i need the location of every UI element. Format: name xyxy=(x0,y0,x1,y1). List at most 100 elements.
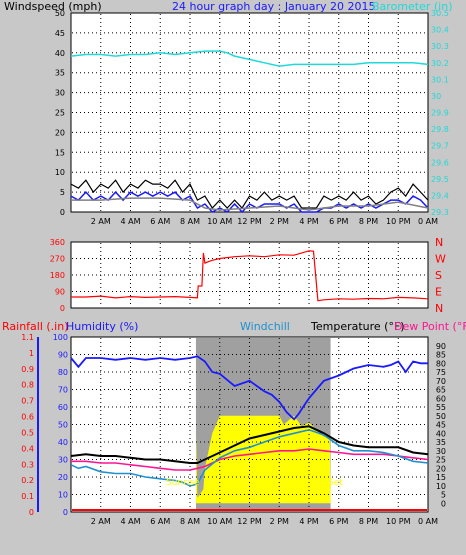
humidity-y-tick-label: 0 xyxy=(63,508,68,517)
humidity-y-tick-label: 100 xyxy=(53,333,68,342)
temperature-x-tick-label: 2 PM xyxy=(270,517,289,526)
temperature-y-tick-label: 80 xyxy=(436,359,446,368)
direction-grid xyxy=(72,243,427,307)
temperature-y-tick-label: 30 xyxy=(436,447,446,456)
sunrise-label: Sunrise xyxy=(166,478,200,488)
temperature-humidity-chart: 0 0.1 0.2 0.3 0.4 0.5 0.6 0.7 0.8 0.9 1 1.1 0 10 20 30… xyxy=(2,320,466,526)
compass-tick-label: S xyxy=(435,269,442,282)
temperature-x-tick-label: 8 PM xyxy=(359,517,378,526)
wind-y-tick-label: 15 xyxy=(55,148,65,157)
barometer-y-tick-label: 30.5 xyxy=(431,9,449,18)
humidity-y-tick-label: 10 xyxy=(58,491,68,500)
direction-y-tick-label: 360 xyxy=(50,238,65,247)
barometer-y-tick-label: 29.8 xyxy=(431,125,449,134)
compass-tick-label: E xyxy=(435,286,442,299)
series-line xyxy=(70,428,429,487)
rainfall-y-tick-label: 0.8 xyxy=(21,381,34,390)
barometer-y-tick-label: 30 xyxy=(431,92,441,101)
wind-y-tick-label: 35 xyxy=(55,69,65,78)
temperature-y-tick-label: 0 xyxy=(441,499,446,508)
compass-tick-label: N xyxy=(435,302,443,315)
temperature-series xyxy=(70,355,429,511)
barometer-y-tick-label: 29.6 xyxy=(431,158,449,167)
series-line xyxy=(70,355,428,421)
wind-series xyxy=(70,50,429,214)
wind-x-tick-label: 4 PM xyxy=(299,217,318,226)
humidity-y-tick-label: 30 xyxy=(58,456,68,465)
temperature-x-ticks: 2 AM 4 AM 6 AM 8 AM 10 AM 12 PM 2 PM 4 PM 6 PM 8 … xyxy=(91,517,438,526)
rainfall-y-tick-label: 0.7 xyxy=(21,397,34,406)
temperature-x-tick-label: 2 AM xyxy=(91,517,111,526)
rainfall-y-tick-label: 0.4 xyxy=(21,444,34,453)
temperature-axis-label: Temperature (°F) xyxy=(310,320,405,333)
series-line xyxy=(71,250,429,302)
wind-y-tick-label: 40 xyxy=(55,49,65,58)
humidity-y-tick-label: 90 xyxy=(58,351,68,360)
series-line xyxy=(70,50,429,67)
series-line xyxy=(71,197,429,211)
wind-x-tick-label: 12 PM xyxy=(237,217,262,226)
direction-y-tick-label: 0 xyxy=(60,304,65,313)
humidity-y-tick-label: 40 xyxy=(58,438,68,447)
barometer-y-tick-label: 30.4 xyxy=(431,26,449,35)
temperature-y-tick-label: 10 xyxy=(436,482,446,491)
wind-x-tick-label: 10 AM xyxy=(207,217,232,226)
temperature-y-tick-label: 60 xyxy=(436,394,446,403)
wind-x-tick-label: 4 AM xyxy=(120,217,140,226)
direction-y-tick-label: 270 xyxy=(50,255,65,264)
temperature-y-tick-label: 40 xyxy=(436,429,446,438)
wind-y-ticks: 0 5 10 15 20 25 30 35 40 45 50 xyxy=(55,9,65,217)
humidity-axis-label: Humidity (%) xyxy=(66,320,138,333)
direction-y-tick-label: 180 xyxy=(50,271,65,280)
barometer-axis-label: Barometer (in) xyxy=(372,0,453,13)
series-line xyxy=(70,190,429,214)
temperature-y-tick-label: 15 xyxy=(436,473,446,482)
dewpoint-axis-label: Dew Point (°F) xyxy=(394,320,466,333)
rainfall-y-tick-label: 0.6 xyxy=(21,413,34,422)
compass-tick-label: N xyxy=(435,236,443,249)
wind-x-tick-label: 6 PM xyxy=(329,217,348,226)
barometer-y-tick-label: 29.5 xyxy=(431,175,449,184)
humidity-y-tick-label: 70 xyxy=(58,386,68,395)
temperature-y-tick-label: 70 xyxy=(436,377,446,386)
wind-y-tick-label: 5 xyxy=(60,188,65,197)
rainfall-y-tick-label: 0 xyxy=(29,508,34,517)
temperature-y-tick-label: 85 xyxy=(436,351,446,360)
wind-x-ticks: 2 AM 4 AM 6 AM 8 AM 10 AM 12 PM 2 PM 4 PM 6 PM 8 … xyxy=(91,217,438,226)
series-line xyxy=(70,425,429,464)
barometer-y-tick-label: 29.9 xyxy=(431,109,449,118)
solar-area xyxy=(196,415,331,504)
series-line xyxy=(70,179,429,209)
temperature-y-tick-label: 90 xyxy=(436,342,446,351)
wind-x-tick-label: 0 AM xyxy=(418,217,438,226)
direction-y-ticks: 0 90 180 270 360 xyxy=(50,238,65,313)
rainfall-y-tick-label: 0.1 xyxy=(21,492,34,501)
humidity-y-tick-label: 50 xyxy=(58,421,68,430)
humidity-y-ticks: 0 10 20 30 40 50 60 70 80 90 100 xyxy=(37,333,68,517)
wind-x-tick-label: 2 PM xyxy=(270,217,289,226)
barometer-y-tick-label: 29.3 xyxy=(431,208,449,217)
series-line xyxy=(71,448,429,471)
temperature-y-tick-label: 50 xyxy=(436,412,446,421)
wind-x-tick-label: 2 AM xyxy=(91,217,111,226)
temperature-y-tick-label: 75 xyxy=(436,368,446,377)
temperature-x-tick-label: 6 PM xyxy=(329,517,348,526)
barometer-y-tick-label: 29.4 xyxy=(431,191,449,200)
temperature-x-tick-label: 0 AM xyxy=(418,517,438,526)
rainfall-axis-label: Rainfall (.in) xyxy=(2,320,69,333)
windspeed-axis-label: Windspeed (mph) xyxy=(4,0,102,13)
barometer-y-tick-label: 29.7 xyxy=(431,142,449,151)
rainfall-y-tick-label: 0.5 xyxy=(21,428,34,437)
rainfall-y-tick-label: 1 xyxy=(29,349,34,358)
chart-title: 24 hour graph day : January 20 2015 xyxy=(172,0,376,13)
wind-x-tick-label: 8 PM xyxy=(359,217,378,226)
rainfall-y-tick-label: 0.2 xyxy=(21,476,34,485)
temperature-y-tick-label: 65 xyxy=(436,386,446,395)
temperature-y-tick-label: 45 xyxy=(436,421,446,430)
temperature-grid xyxy=(72,338,427,511)
barometer-y-ticks: 29.3 29.4 29.5 29.6 29.7 29.8 29.9 30 30.1 30.2 30… xyxy=(431,9,449,217)
wind-y-tick-label: 20 xyxy=(55,128,65,137)
compass-tick-label: W xyxy=(435,253,446,266)
